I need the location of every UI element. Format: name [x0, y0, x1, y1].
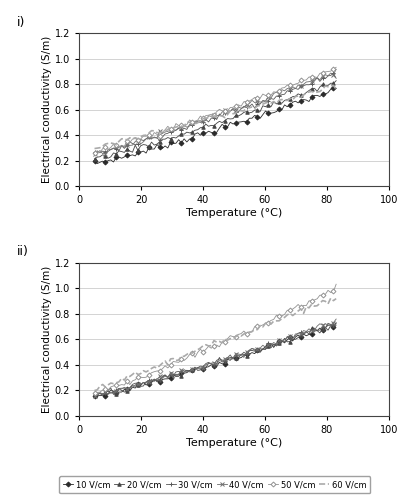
Text: ii): ii): [17, 245, 29, 258]
X-axis label: Temperature (°C): Temperature (°C): [186, 438, 282, 448]
Y-axis label: Electrical conductivity (S/m): Electrical conductivity (S/m): [42, 266, 52, 413]
X-axis label: Temperature (°C): Temperature (°C): [186, 208, 282, 218]
Y-axis label: Electrical conductivity (S/m): Electrical conductivity (S/m): [42, 36, 52, 184]
Text: i): i): [17, 16, 26, 28]
Legend: 10 V/cm, 20 V/cm, 30 V/cm, 40 V/cm, 50 V/cm, 60 V/cm: 10 V/cm, 20 V/cm, 30 V/cm, 40 V/cm, 50 V…: [59, 476, 370, 494]
